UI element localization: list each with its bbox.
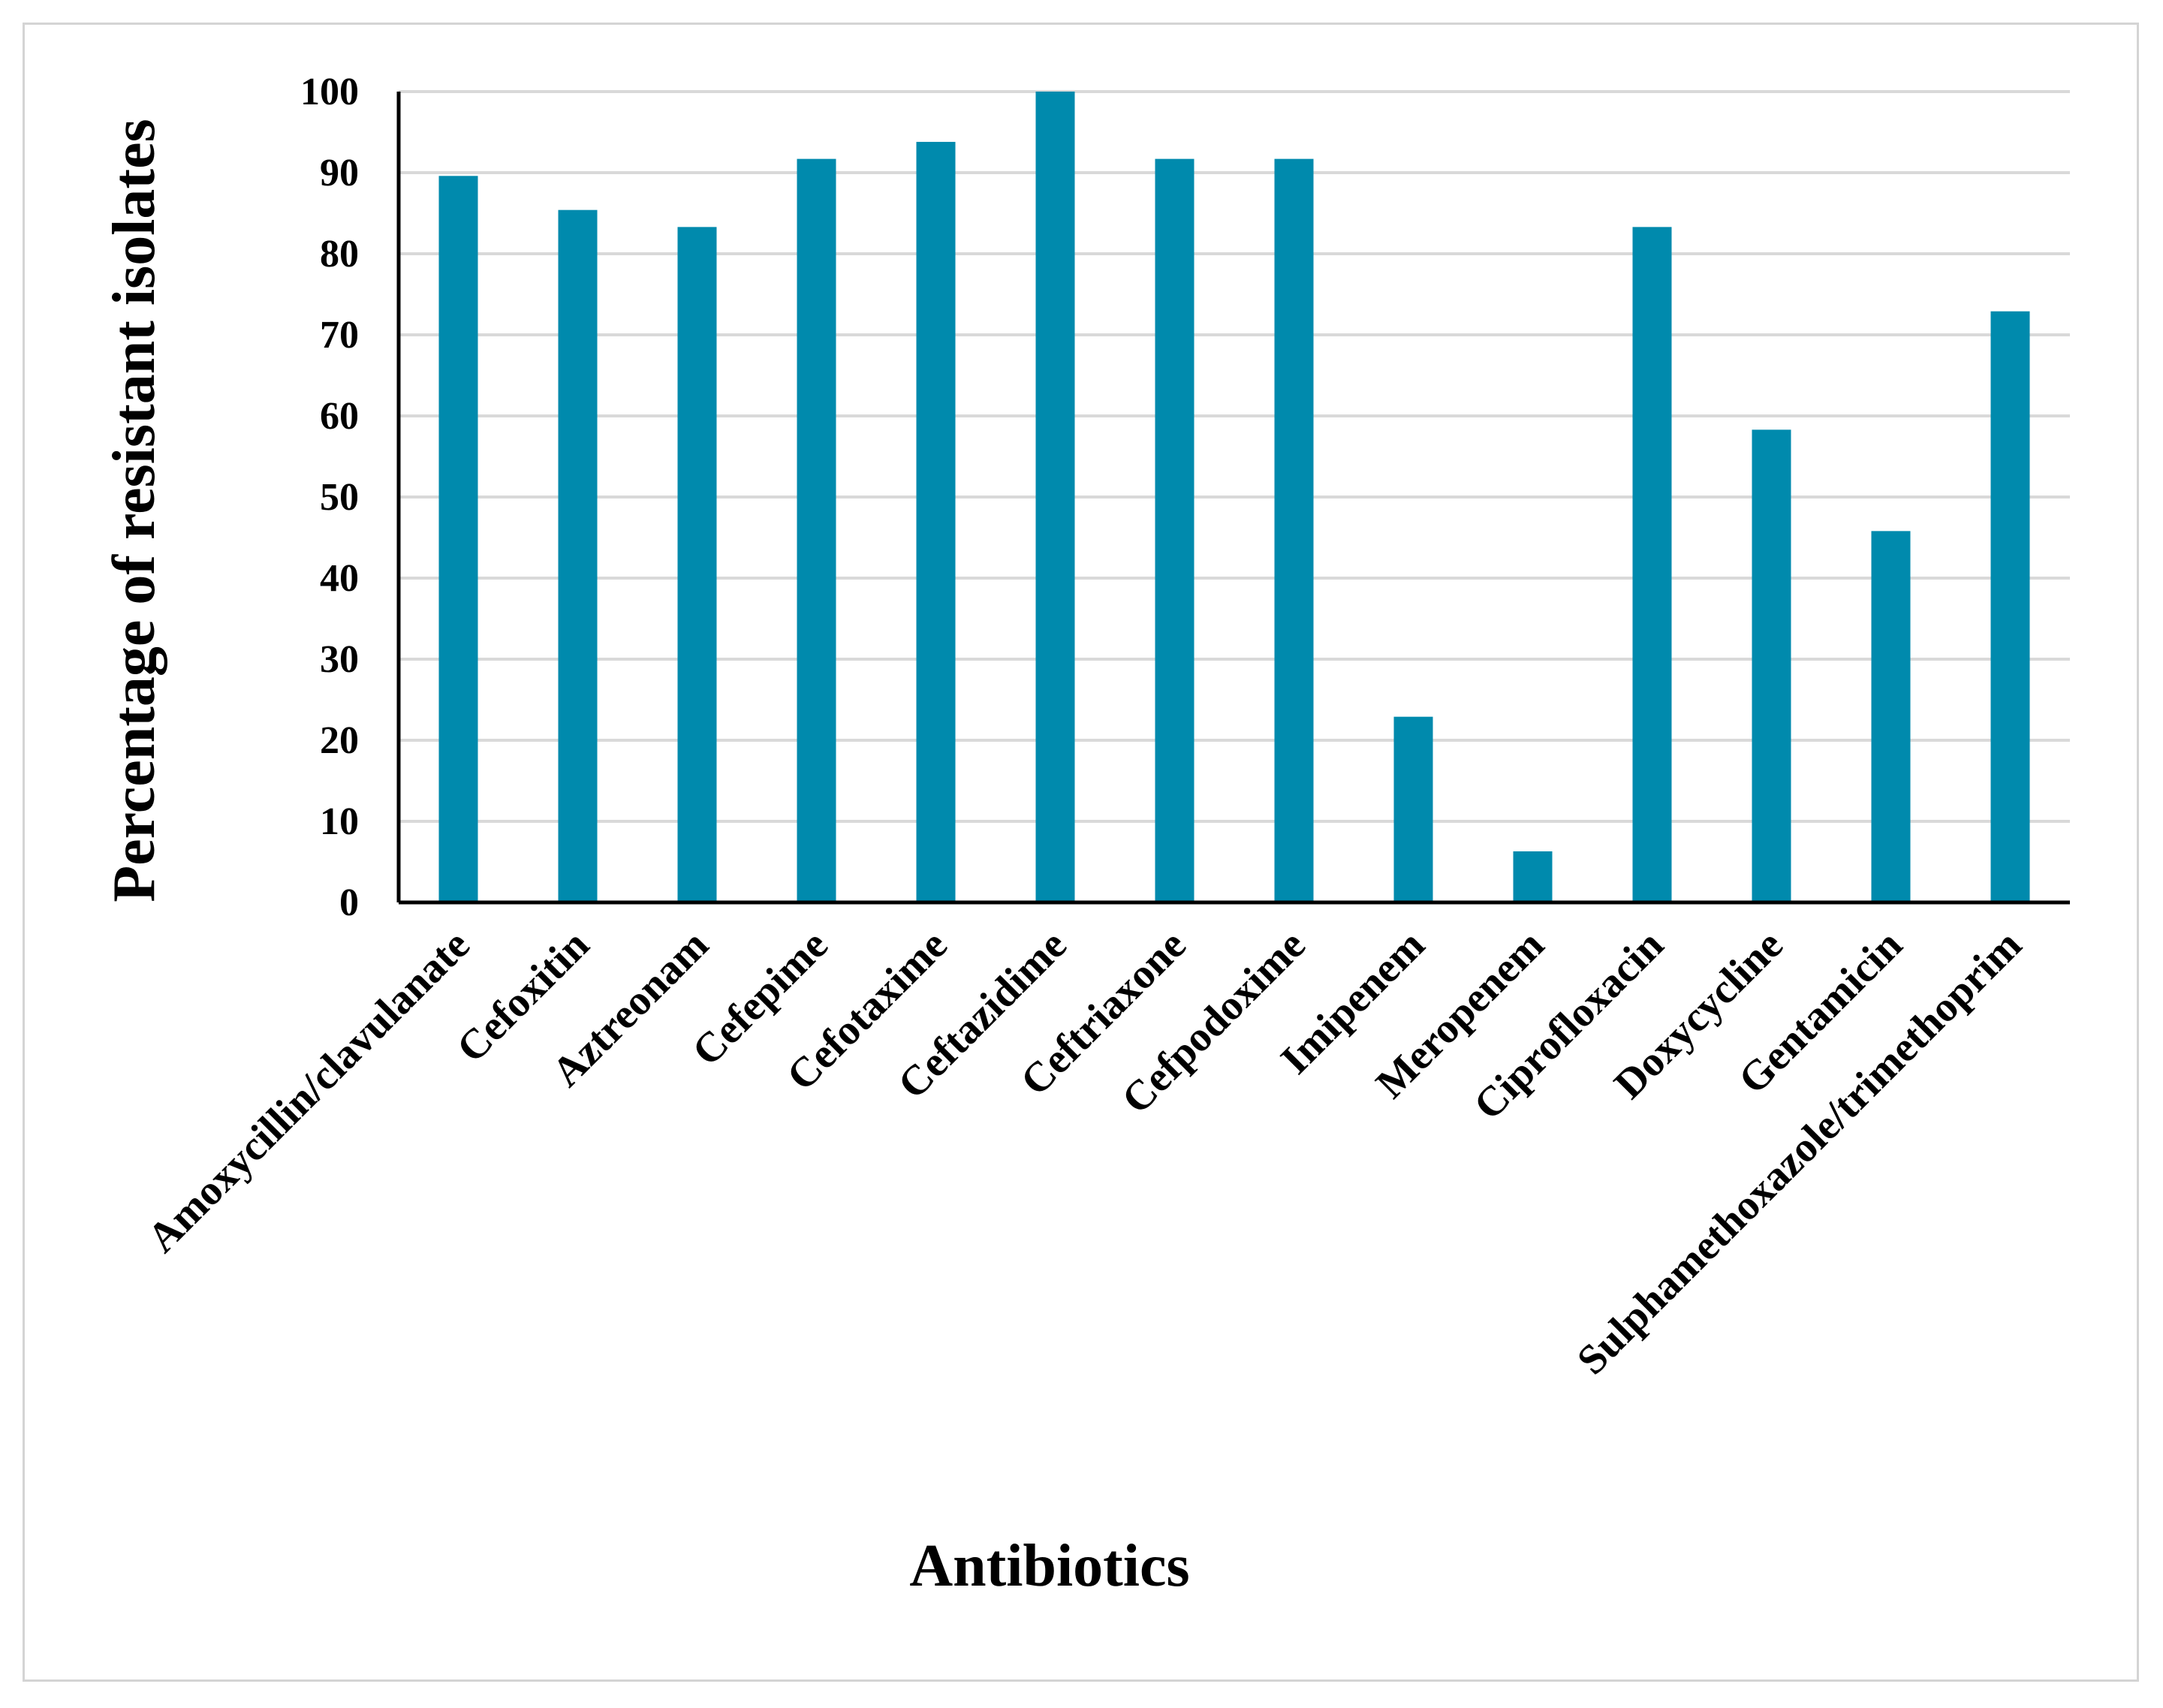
y-tick-label: 90	[320, 152, 359, 194]
x-tick-label: Amoxycillin/clavulanate	[139, 921, 479, 1261]
axes	[396, 92, 2070, 905]
y-axis-title: Percentage of resistant isolates	[101, 119, 167, 902]
y-tick-label: 20	[320, 719, 359, 762]
y-tick-labels: 0 10 20 30 40 50 60 70 80 90 100	[300, 71, 359, 924]
gridlines	[399, 90, 2070, 823]
y-tick-label: 10	[320, 800, 359, 843]
bar-cefpodoxime	[1274, 158, 1314, 902]
bar-ceftriaxone	[1155, 158, 1194, 902]
bar-gentamicin	[1871, 531, 1911, 902]
y-tick-label: 50	[320, 476, 359, 519]
y-tick-label: 100	[300, 71, 359, 113]
bar-ceftazidime	[1035, 92, 1075, 902]
x-tick-labels: Amoxycillin/clavulanateCefoxitinAztreona…	[139, 921, 2031, 1384]
y-tick-label: 0	[339, 881, 359, 924]
y-tick-label: 70	[320, 314, 359, 357]
bar-ciprofloxacin	[1632, 227, 1672, 902]
y-tick-label: 60	[320, 395, 359, 438]
bar-cefepime	[797, 158, 836, 902]
bar-meropenem	[1513, 851, 1553, 902]
bar-cefoxitin	[558, 209, 598, 902]
x-axis-title: Antibiotics	[909, 1533, 1189, 1599]
bar-doxycycline	[1752, 429, 1791, 902]
y-tick-label: 40	[320, 557, 359, 600]
bar-amoxycillin-clavulanate	[438, 176, 478, 902]
bar-aztreonam	[677, 227, 717, 902]
bars	[438, 92, 2030, 902]
bar-cefotaxime	[916, 141, 956, 902]
bar-imipenem	[1393, 716, 1433, 902]
x-tick-label: Sulphamethoxazole/trimethoprim	[1568, 921, 2031, 1384]
y-tick-label: 80	[320, 233, 359, 276]
y-tick-label: 30	[320, 638, 359, 681]
bar-sulphamethoxazole-trimethoprim	[1990, 311, 2030, 902]
